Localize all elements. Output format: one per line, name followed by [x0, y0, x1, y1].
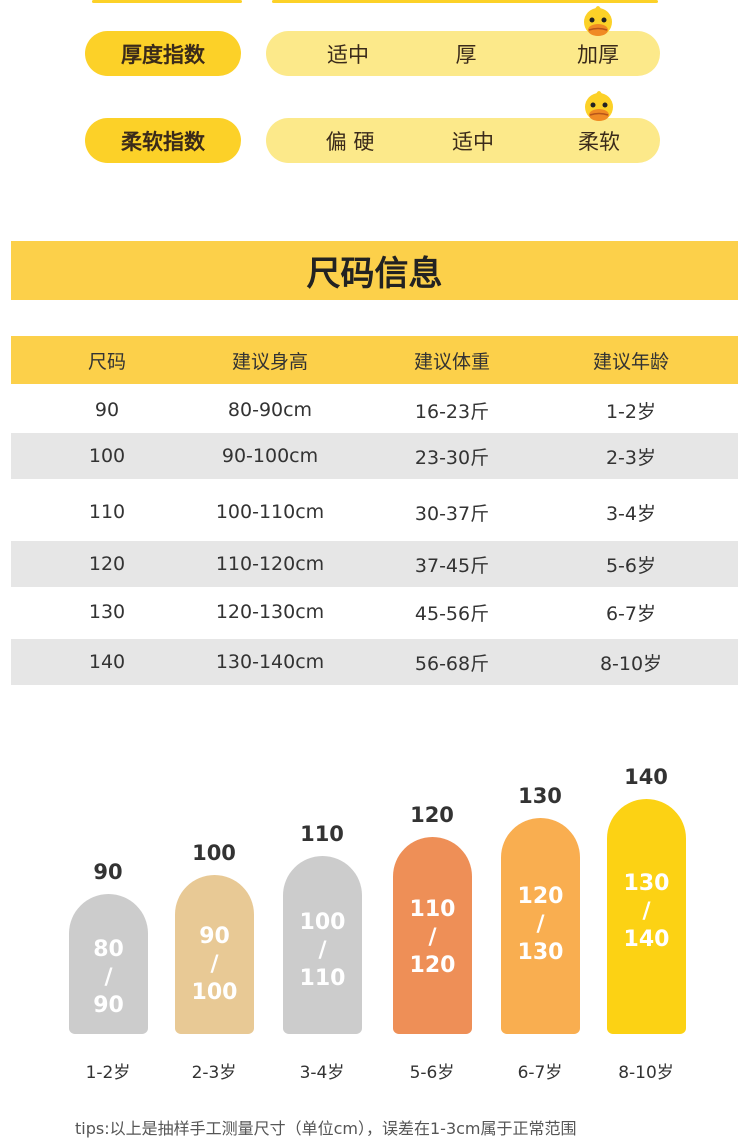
bar-range-label-line: 130	[517, 940, 564, 965]
table-row: 110 100-110cm 30-37斤 3-4岁	[11, 489, 738, 535]
cell-weight: 30-37斤	[414, 502, 490, 525]
cell-size: 90	[94, 399, 120, 421]
bar-age-label: 3-4岁	[299, 1063, 345, 1083]
thickness-option-medium: 适中	[327, 42, 369, 67]
cell-age: 3-4岁	[605, 502, 657, 525]
thickness-index-label: 厚度指数	[85, 31, 241, 76]
cell-height: 120-130cm	[215, 601, 325, 623]
chart-bar: 90 / 100	[175, 875, 254, 1034]
bar-age-label: 6-7岁	[517, 1063, 563, 1083]
bar-range-label-line: /	[104, 965, 113, 990]
bar-range-label: 80 / 90	[69, 936, 148, 1020]
cell-weight: 37-45斤	[414, 554, 490, 577]
bar-range-label-line: 140	[623, 927, 670, 952]
cell-age: 5-6岁	[605, 554, 657, 577]
chart-bar: 100 / 110	[283, 856, 362, 1034]
softness-option-medium: 适中	[452, 129, 494, 154]
table-row: 120 110-120cm 37-45斤 5-6岁	[11, 541, 738, 587]
cell-age: 2-3岁	[605, 446, 657, 469]
bar-range-label-line: /	[210, 952, 219, 977]
bar-range-label-line: 130	[623, 871, 670, 896]
bar-size-label: 90	[93, 860, 123, 884]
cell-size: 140	[88, 651, 126, 673]
bar-age-label: 8-10岁	[618, 1063, 674, 1083]
header-age: 建议年龄	[592, 350, 669, 373]
cell-weight: 16-23斤	[414, 400, 490, 423]
softness-index-label: 柔软指数	[85, 118, 241, 163]
cell-age: 6-7岁	[605, 602, 657, 625]
bar-size-label: 110	[300, 822, 344, 846]
chart-bar: 120 / 130	[501, 818, 580, 1034]
table-row: 140 130-140cm 56-68斤 8-10岁	[11, 639, 738, 685]
header-weight: 建议体重	[413, 350, 490, 373]
bar-range-label-line: 100	[191, 980, 238, 1005]
cell-weight: 23-30斤	[414, 446, 490, 469]
cell-weight: 45-56斤	[414, 602, 490, 625]
bar-age-label: 1-2岁	[85, 1063, 131, 1083]
bar-range-label-line: /	[428, 925, 437, 950]
duck-marker-icon	[585, 91, 613, 121]
chart-bar: 130 / 140	[607, 799, 686, 1034]
cell-age: 1-2岁	[605, 400, 657, 423]
top-divider-left	[92, 0, 242, 3]
bar-range-label: 90 / 100	[175, 923, 254, 1007]
softness-option-hard: 偏 硬	[325, 129, 375, 154]
bar-age-label: 2-3岁	[191, 1063, 237, 1083]
bar-range-label-line: /	[318, 938, 327, 963]
cell-age: 8-10岁	[599, 652, 663, 675]
table-row: 130 120-130cm 45-56斤 6-7岁	[11, 589, 738, 635]
cell-size: 110	[88, 501, 126, 523]
bar-range-label-line: 120	[517, 884, 564, 909]
bar-size-label: 120	[410, 803, 454, 827]
cell-height: 90-100cm	[221, 445, 319, 467]
thickness-option-thick: 厚	[455, 42, 477, 67]
chart-bar: 110 / 120	[393, 837, 472, 1034]
cell-size: 100	[88, 445, 126, 467]
cell-height: 80-90cm	[227, 399, 313, 421]
table-row: 90 80-90cm 16-23斤 1-2岁	[11, 387, 738, 433]
bar-range-label: 110 / 120	[393, 896, 472, 980]
cell-weight: 56-68斤	[414, 652, 490, 675]
cell-height: 130-140cm	[215, 651, 325, 673]
cell-size: 120	[88, 553, 126, 575]
bar-range-label-line: 110	[409, 897, 456, 922]
bar-size-label: 130	[518, 784, 562, 808]
bar-size-label: 100	[192, 841, 236, 865]
tips-note: tips:以上是抽样手工测量尺寸（单位cm），误差在1-3cm属于正常范围	[75, 1119, 577, 1138]
bar-range-label: 100 / 110	[283, 909, 362, 993]
bar-range-label-line: 100	[299, 910, 346, 935]
chart-bar: 80 / 90	[69, 894, 148, 1034]
table-row: 100 90-100cm 23-30斤 2-3岁	[11, 433, 738, 479]
bar-range-label: 120 / 130	[501, 883, 580, 967]
header-size: 尺码	[87, 350, 126, 373]
bar-range-label: 130 / 140	[607, 870, 686, 954]
bar-range-label-line: /	[536, 912, 545, 937]
softness-index-bar: 偏 硬 适中 柔软	[266, 118, 660, 163]
bar-range-label-line: 90	[199, 924, 230, 949]
bar-range-label-line: 80	[93, 937, 124, 962]
thickness-index-bar: 适中 厚 加厚	[266, 31, 660, 76]
bar-range-label-line: 120	[409, 953, 456, 978]
cell-height: 100-110cm	[215, 501, 325, 523]
softness-option-soft: 柔软	[578, 129, 620, 154]
bar-age-label: 5-6岁	[409, 1063, 455, 1083]
bar-size-label: 140	[624, 765, 668, 789]
top-divider-right	[272, 0, 658, 3]
bar-range-label-line: 110	[299, 966, 346, 991]
thickness-option-extra-thick: 加厚	[577, 42, 619, 67]
duck-marker-icon	[584, 6, 612, 36]
header-height: 建议身高	[231, 350, 308, 373]
size-table-header: 尺码 建议身高 建议体重 建议年龄	[11, 336, 738, 384]
size-info-title: 尺码信息	[11, 241, 738, 300]
cell-height: 110-120cm	[215, 553, 325, 575]
bar-range-label-line: 90	[93, 993, 124, 1018]
cell-size: 130	[88, 601, 126, 623]
bar-range-label-line: /	[642, 899, 651, 924]
